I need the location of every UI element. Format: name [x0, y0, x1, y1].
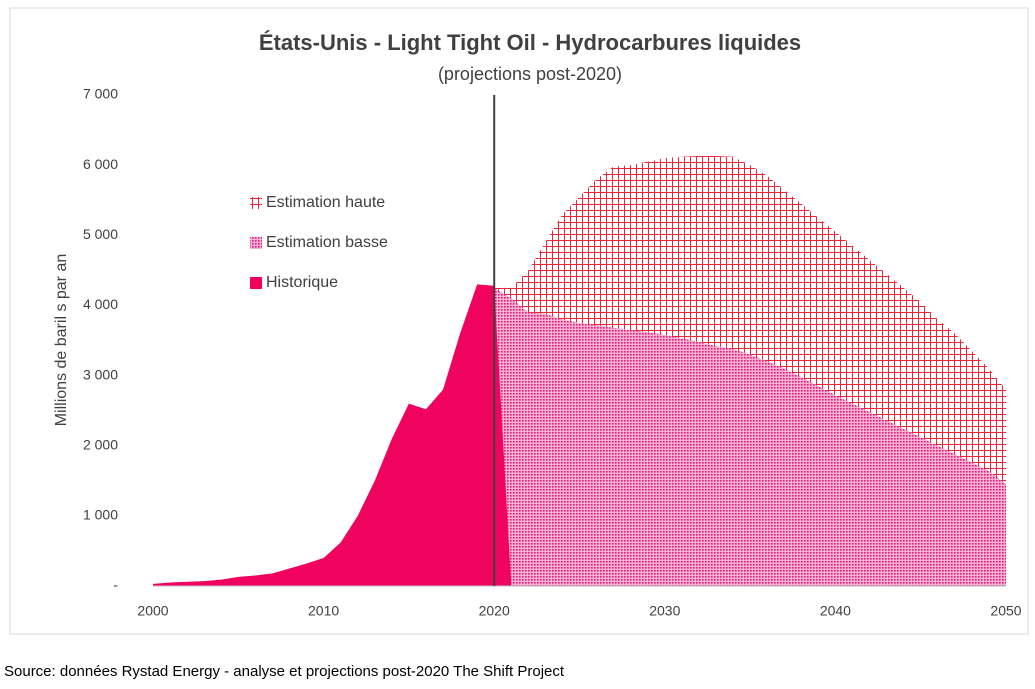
x-tick-label: 2000: [137, 603, 168, 619]
x-tick-label: 2010: [308, 603, 339, 619]
y-tick-label: 6 000: [83, 156, 118, 172]
legend-label: Historique: [266, 274, 338, 291]
legend-swatch: [250, 237, 262, 249]
y-tick-label: 5 000: [83, 226, 118, 242]
area: [153, 284, 512, 586]
chart-title: États-Unis - Light Tight Oil - Hydrocarb…: [259, 30, 801, 55]
legend-swatch: [250, 277, 262, 289]
legend-swatch: [250, 197, 262, 209]
legend-label: Estimation haute: [266, 194, 385, 211]
y-tick-label: 1 000: [83, 507, 118, 523]
area: [494, 287, 1006, 586]
y-tick-label: 3 000: [83, 366, 118, 382]
x-tick-label: 2050: [990, 603, 1021, 619]
source-note: Source: données Rystad Energy - analyse …: [4, 663, 565, 680]
x-tick-label: 2040: [820, 603, 851, 619]
x-tick-label: 2020: [479, 603, 510, 619]
chart-border: [9, 7, 1029, 635]
chart-subtitle: (projections post-2020): [438, 64, 622, 84]
y-tick-label: 4 000: [83, 296, 118, 312]
legend-label: Estimation basse: [266, 234, 388, 251]
y-tick-label: -: [113, 577, 118, 593]
y-axis-label: Millions de baril s par an: [53, 254, 70, 427]
y-tick-label: 7 000: [83, 86, 118, 102]
y-tick-label: 2 000: [83, 436, 118, 452]
x-tick-label: 2030: [649, 603, 680, 619]
